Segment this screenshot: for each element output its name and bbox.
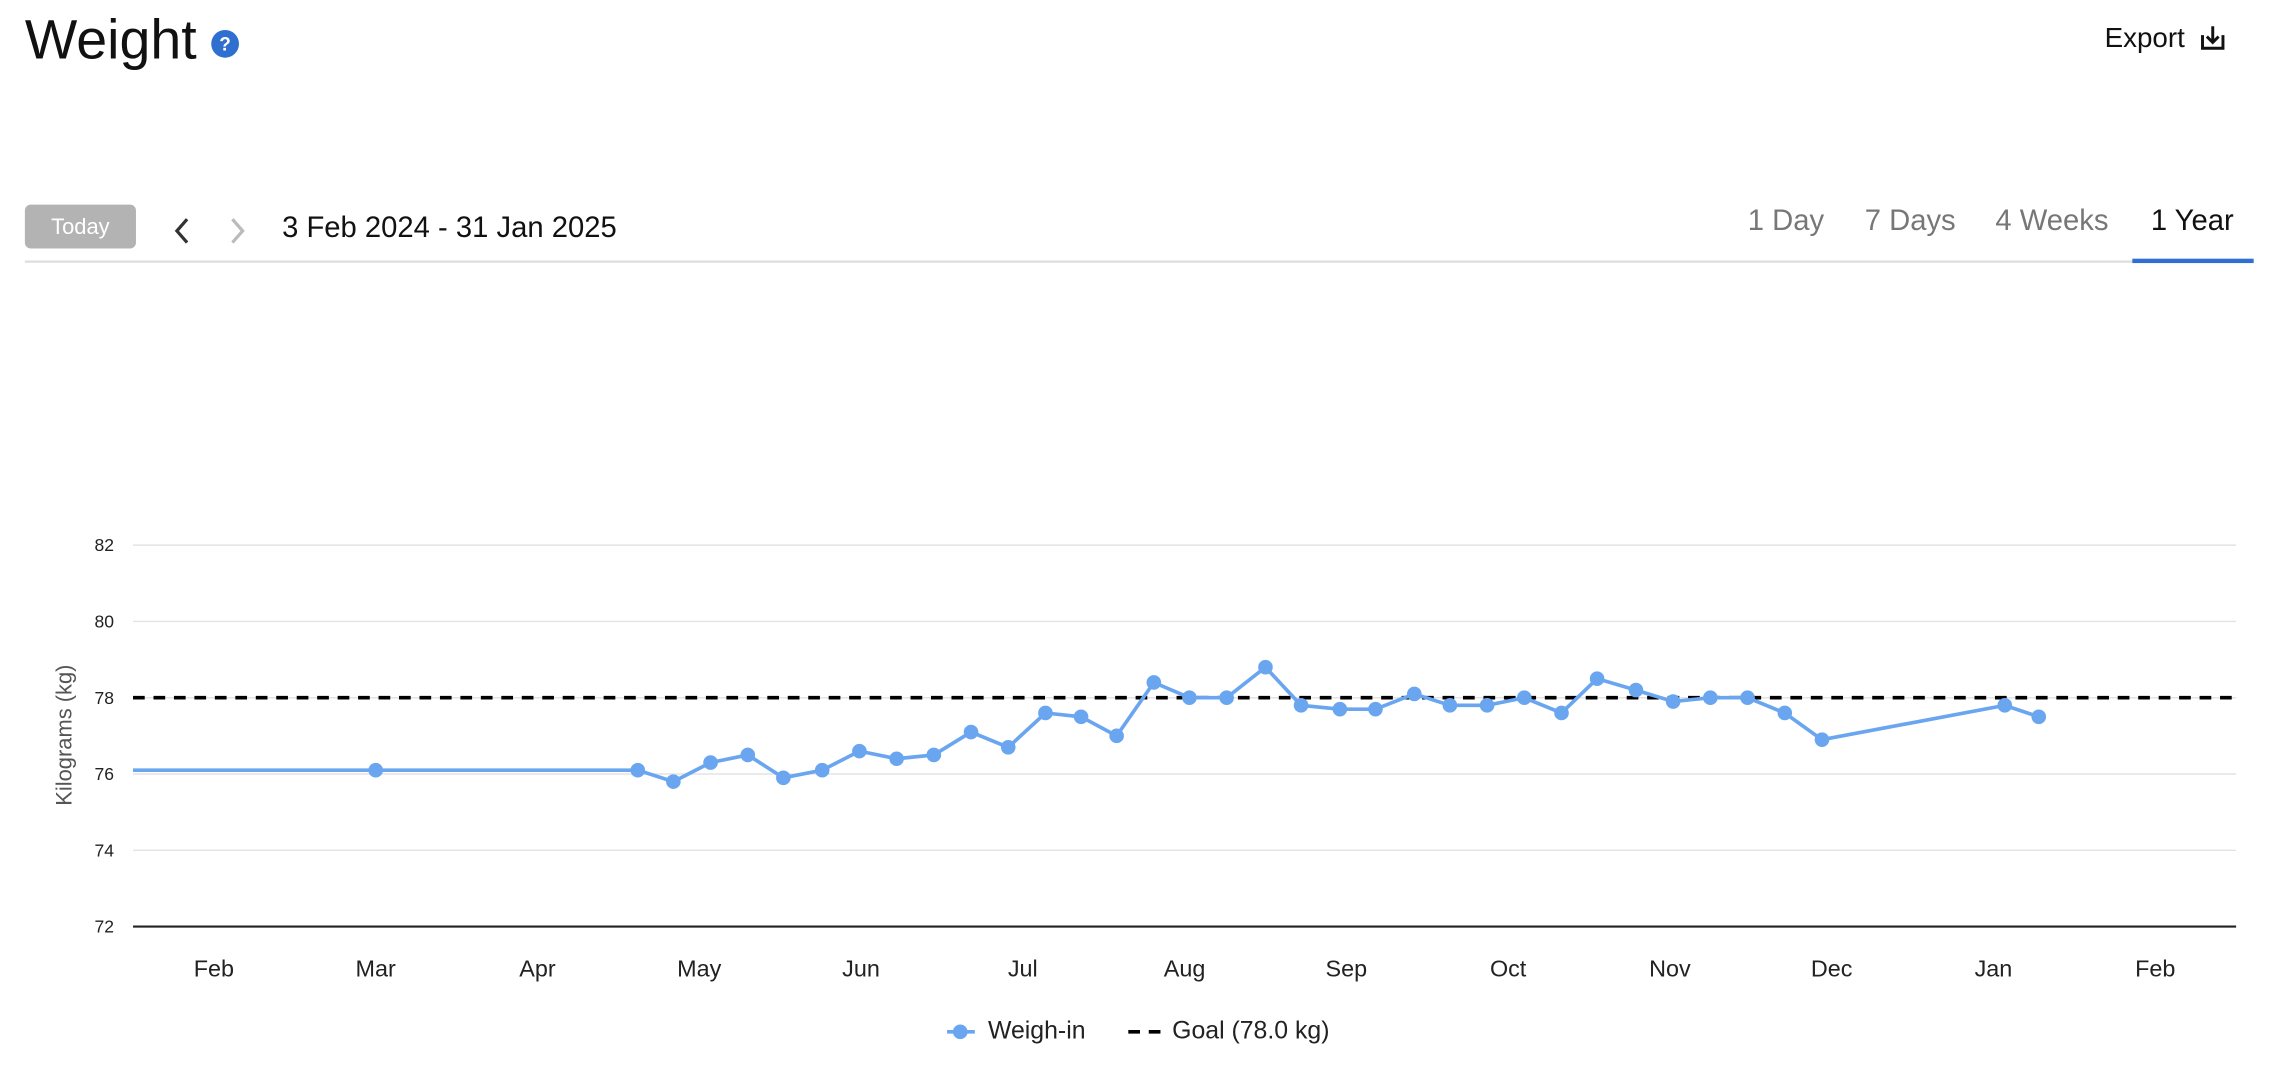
tab[interactable]: 7 Days <box>1865 205 1956 237</box>
weigh-in-point[interactable] <box>1073 709 1089 725</box>
help-glyph: ? <box>219 34 231 55</box>
y-tick-label: 82 <box>95 535 114 555</box>
weigh-in-point[interactable] <box>368 762 384 778</box>
x-tick-label: Nov <box>1649 956 1691 982</box>
weigh-in-point[interactable] <box>703 755 718 770</box>
tab-bar: 1 Day 7 Days 4 Weeks 1 Year <box>1748 205 2254 264</box>
weigh-in-point[interactable] <box>666 774 681 789</box>
weigh-in-point[interactable] <box>1997 698 2013 713</box>
x-tick-label: Feb <box>2135 956 2175 982</box>
y-tick-label: 76 <box>95 764 114 784</box>
weigh-in-point[interactable] <box>1406 686 1422 702</box>
weigh-in-point[interactable] <box>852 743 867 759</box>
weigh-in-point[interactable] <box>1442 698 1458 713</box>
weigh-in-point[interactable] <box>740 747 756 763</box>
weigh-in-point[interactable] <box>1777 705 1793 721</box>
weigh-in-point[interactable] <box>1038 705 1053 721</box>
x-tick-label: Aug <box>1164 956 1206 982</box>
weigh-in-point[interactable] <box>1554 705 1569 721</box>
weigh-in-point[interactable] <box>889 751 904 767</box>
y-tick-label: 80 <box>95 612 115 632</box>
x-tick-label: Sep <box>1326 956 1368 982</box>
weigh-in-point[interactable] <box>1703 690 1718 706</box>
legend-dot <box>952 1024 968 1040</box>
weigh-in-point[interactable] <box>1628 682 1644 698</box>
weigh-in-point[interactable] <box>1368 701 1383 717</box>
page-title: Weight <box>25 9 197 71</box>
today-bg <box>24 204 136 249</box>
y-tick-label: 78 <box>95 688 114 708</box>
weigh-in-point[interactable] <box>1182 690 1197 706</box>
tab[interactable]: 4 Weeks <box>1995 205 2108 237</box>
weigh-in-point[interactable] <box>1332 701 1348 717</box>
tab-underline <box>2132 258 2254 264</box>
weigh-in-point[interactable] <box>1219 690 1234 706</box>
tab[interactable]: 1 Day <box>1748 205 1825 237</box>
next-button[interactable] <box>231 218 245 244</box>
weigh-in-point[interactable] <box>776 770 791 786</box>
y-tick-label: 74 <box>95 840 115 860</box>
x-tick-label: Oct <box>1490 956 1527 982</box>
chart: 72 74 76 78 80 82 Feb Mar Apr May Jun Jul Aug Sep Oct N… <box>52 535 2237 1044</box>
weigh-in-point[interactable] <box>1516 690 1532 706</box>
weigh-in-point[interactable] <box>630 762 646 778</box>
today-label: Today <box>51 214 110 239</box>
help-icon <box>211 29 239 58</box>
x-tick-label: May <box>677 956 721 982</box>
x-tick-label: Jul <box>1008 956 1038 982</box>
weigh-in-point[interactable] <box>1146 675 1162 690</box>
weigh-in-point[interactable] <box>1479 698 1495 713</box>
weigh-in-point[interactable] <box>1665 694 1681 709</box>
weigh-in-point[interactable] <box>1109 728 1124 744</box>
x-tick-label: Jun <box>842 956 880 982</box>
weigh-in-point[interactable] <box>1258 659 1273 675</box>
export-label: Export <box>2105 22 2185 53</box>
tab[interactable]: 1 Year <box>2151 205 2234 237</box>
weigh-in-point[interactable] <box>1740 690 1755 706</box>
x-tick-label: Dec <box>1811 956 1853 982</box>
prev-button[interactable] <box>174 218 189 244</box>
weigh-in-point[interactable] <box>2031 709 2047 725</box>
x-tick-label: Jan <box>1975 956 2013 982</box>
x-tick-label: Mar <box>356 956 396 982</box>
weigh-in-point[interactable] <box>1814 732 1830 747</box>
x-tick-label: Apr <box>519 956 556 982</box>
date-range: 3 Feb 2024 - 31 Jan 2025 <box>282 212 617 244</box>
weigh-in-point[interactable] <box>1293 698 1309 713</box>
export-icon <box>2201 26 2225 50</box>
weigh-in-point[interactable] <box>963 724 979 740</box>
legend-label[interactable]: Weigh-in <box>988 1017 1086 1044</box>
weigh-in-point[interactable] <box>1589 671 1605 686</box>
legend-label[interactable]: Goal (78.0 kg) <box>1172 1017 1329 1044</box>
x-tick-label: Feb <box>194 956 234 982</box>
help-button[interactable]: ? <box>211 29 239 58</box>
weigh-in-point[interactable] <box>814 762 830 778</box>
weigh-in-point[interactable] <box>926 747 942 763</box>
export-button[interactable]: Export <box>2105 22 2225 53</box>
weight-line <box>133 664 2040 784</box>
y-tick-label: 72 <box>95 917 114 937</box>
y-axis-label: Kilograms (kg) <box>52 665 77 806</box>
weigh-in-point[interactable] <box>1000 739 1016 755</box>
today-button[interactable]: Today <box>24 204 136 249</box>
